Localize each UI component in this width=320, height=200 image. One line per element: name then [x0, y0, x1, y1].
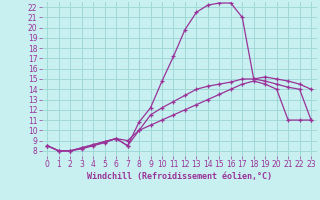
X-axis label: Windchill (Refroidissement éolien,°C): Windchill (Refroidissement éolien,°C) [87, 172, 272, 181]
